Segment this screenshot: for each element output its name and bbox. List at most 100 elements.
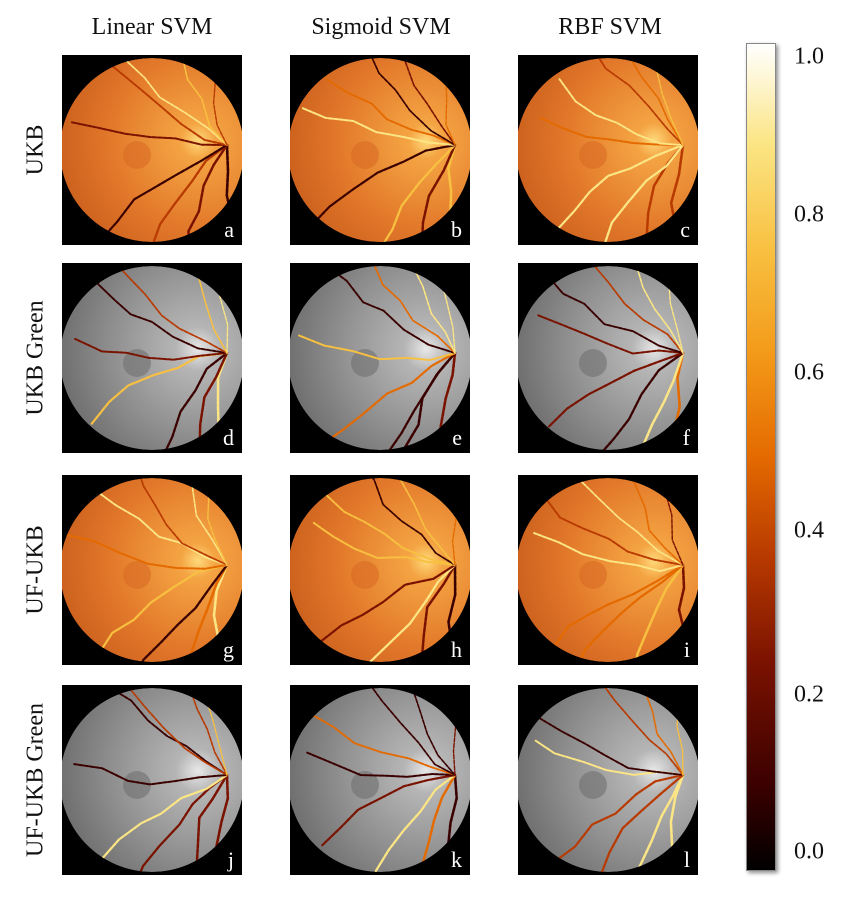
vessel-segment [590,263,684,354]
fundus-panel-k: k [290,685,470,875]
row-title-uf-ukb: UF-UKB [22,525,49,615]
vessel-segment [187,685,228,776]
fundus-disc [62,478,242,662]
fundus-disc [290,478,470,662]
vessel-segment [639,351,685,453]
fovea [351,141,379,169]
fundus-mask [62,55,242,245]
vessel-segment [65,534,228,570]
fundus-panel-c: c [518,55,698,245]
fundus-image [290,475,470,665]
vessel-segment [633,563,685,665]
vessel-segment [312,521,456,566]
vessel-segment [74,337,228,361]
vessel-segment [543,495,684,566]
vessel-segment [554,773,685,863]
vessel-segment [403,55,456,146]
fundus-mask [518,263,698,453]
vessel-segment [653,55,684,146]
fundus-panel-e: e [290,263,470,453]
vessel-segment [420,563,457,665]
fovea [123,141,151,169]
vessel-segment [556,143,685,231]
vessel-segment [533,532,684,573]
vessel-segment [305,751,456,778]
fundus-panel-i: i [518,475,698,665]
vessel-segment [198,351,229,453]
colorbar [746,43,776,871]
fundus-image [290,685,470,875]
vessel-segment [599,351,685,453]
vessel-segment [97,55,228,146]
fundus-mask [518,685,698,875]
vessel-segment [321,263,456,354]
vessel-segment [301,107,456,146]
row-title-ukb: UKB [22,124,49,176]
vessel-segment [139,563,229,665]
vessel-segment [369,55,456,146]
panel-label-h: h [451,637,462,662]
panel-label-b: b [451,217,462,242]
vessel-segment [190,475,228,566]
vessel-segment [369,685,456,776]
fundus-disc [290,58,470,242]
panel-label-l: l [683,847,690,872]
fundus-disc [518,688,698,872]
colorbar-tick-0-0: 0.0 [794,838,824,865]
vessel-segment [113,263,228,354]
vessel-segment [298,334,456,362]
vessel-segment [627,55,684,146]
vessel-segment [576,563,685,665]
column-title-sigmoid-svm: Sigmoid SVM [311,14,451,40]
vessel-segment [548,351,685,428]
vessel-segment [100,143,229,240]
vessel-segment [372,263,456,354]
vessel-segment [547,276,684,354]
column-title-rbf-svm: RBF SVM [558,14,662,40]
vessel-segment [96,563,229,657]
fundus-panel-j: j [62,685,242,875]
vessel-segment [321,773,457,847]
panel-label-j: j [227,847,234,872]
fundus-panel-b: b [290,55,470,245]
vessel-segment [634,263,684,354]
vessel-segment [420,143,457,245]
panel-label-d: d [223,425,234,450]
fundus-image [290,263,470,453]
fundus-mask [518,55,698,245]
colorbar-tick-0-8: 0.8 [794,201,824,228]
vessel-segment [603,143,685,245]
fundus-image [290,55,470,245]
vessel-segment [381,143,457,245]
fundus-mask [290,263,470,453]
vessel-segment [306,711,456,776]
fundus-disc [62,58,242,242]
vessel-segment [539,116,684,146]
fundus-image [518,55,698,245]
vessel-segment [416,773,457,875]
vessel-segment [99,773,229,862]
vessel-segment [186,563,229,665]
vessel-segment [558,78,684,146]
vessel-segment [368,475,456,566]
panel-label-e: e [452,425,462,450]
fovea [351,349,379,377]
fovea [123,561,151,589]
vessel-segment [373,773,457,875]
fundus-mask [62,685,242,875]
fundus-disc [518,478,698,662]
colorbar-tick-0-2: 0.2 [794,681,824,708]
fovea [351,561,379,589]
panel-label-a: a [224,217,234,242]
fundus-disc [518,266,698,450]
fundus-mask [518,475,698,665]
fundus-mask [290,55,470,245]
fundus-panel-g: g [62,475,242,665]
row-title-ukb-green: UKB Green [22,300,49,416]
vessel-segment [322,491,456,566]
vessel-segment [73,763,228,786]
vessel-segment [181,55,228,146]
vessel-segment [193,263,228,354]
vessel-segment [638,773,685,875]
vessel-segment [602,685,684,776]
